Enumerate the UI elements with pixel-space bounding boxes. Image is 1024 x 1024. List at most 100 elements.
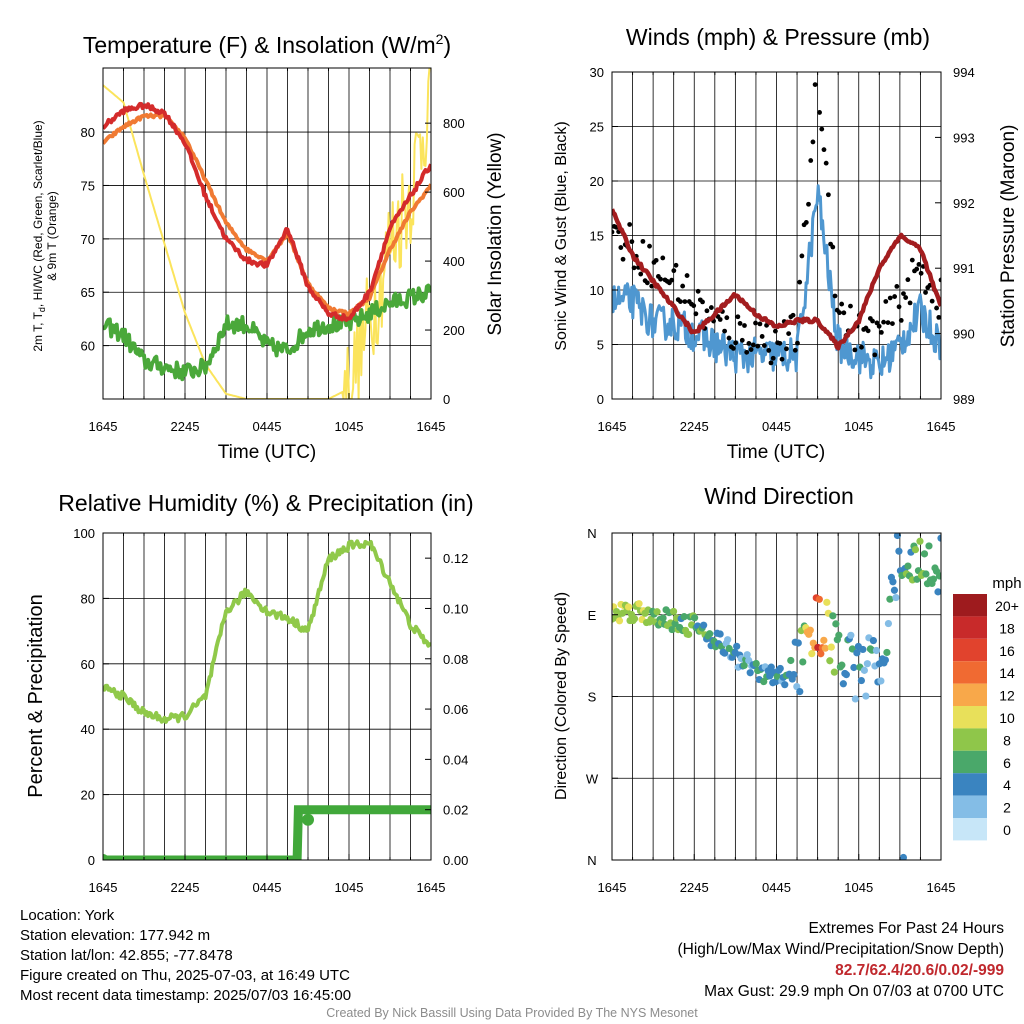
wind-xtick-label: 0445 <box>762 419 791 434</box>
wind-ytick-label: 30 <box>590 65 604 80</box>
direction-grid <box>612 533 941 860</box>
legend-swatch <box>953 750 987 774</box>
gust-point <box>784 346 789 352</box>
gust-point <box>892 294 898 299</box>
rh-ytick-label: 0 <box>88 853 95 868</box>
credit-text: Created By Nick Bassill Using Data Provi… <box>326 1006 698 1020</box>
extremes-title: Extremes For Past 24 Hours <box>808 920 1004 937</box>
gust-point <box>901 291 906 297</box>
gust-point <box>746 341 752 346</box>
direction-point <box>839 680 847 688</box>
gust-point <box>700 299 705 305</box>
gust-point <box>755 343 761 349</box>
direction-point <box>740 661 748 670</box>
legend-label: 0 <box>1003 822 1011 838</box>
direction-point <box>872 646 881 655</box>
direction-point <box>922 570 930 578</box>
legend-swatch <box>953 683 987 706</box>
direction-point <box>790 671 798 679</box>
gust-point <box>647 243 652 249</box>
wind-y2tick-label: 992 <box>953 196 975 211</box>
extremes-values: 82.7/62.4/20.6/0.02/-999 <box>835 962 1004 979</box>
direction-point <box>847 631 855 639</box>
direction-point <box>920 550 929 558</box>
legend-swatch <box>953 773 987 796</box>
direction-point <box>653 608 661 616</box>
direction-point <box>624 603 633 611</box>
winds-ticks: 0 5 10 15 20 25 30 989 990 991 992 993 994 1645 2245 04… <box>590 65 975 434</box>
gust-point <box>823 160 829 166</box>
temperature-ylabel-line1: 2m T, Td, HI/WC (Red, Green, Scarlet/Blu… <box>31 120 47 351</box>
legend-swatch <box>953 638 987 662</box>
gust-point <box>669 277 675 283</box>
direction-point <box>863 660 871 668</box>
gust-point <box>896 304 902 310</box>
wind-ytick-label: 15 <box>590 229 604 244</box>
gust-point <box>768 360 774 366</box>
gust-point <box>777 340 783 346</box>
temp-y2tick-label: 400 <box>443 254 465 269</box>
direction-point <box>630 615 639 623</box>
legend-label: 16 <box>999 643 1015 659</box>
legend-label: 12 <box>999 688 1015 704</box>
gust-point <box>916 262 922 267</box>
direction-point <box>911 546 920 554</box>
gust-point <box>887 295 893 301</box>
direction-point <box>892 593 900 602</box>
gust-point <box>914 266 920 272</box>
temperature-ylabel-line2: & 9m T (Orange) <box>45 191 59 281</box>
gust-point <box>903 295 909 300</box>
direction-point <box>862 692 870 700</box>
gust-point <box>821 147 827 153</box>
gust-point <box>812 82 818 87</box>
series-td <box>103 283 431 382</box>
temperature-title: Temperature (F) & Insolation (W/m2) <box>83 31 451 58</box>
temp-y2tick-label: 200 <box>443 323 465 338</box>
gust-point <box>841 310 847 316</box>
gust-point <box>779 356 785 362</box>
gust-point <box>620 256 626 262</box>
direction-point <box>799 658 807 666</box>
gust-point <box>865 328 871 334</box>
gust-point <box>726 335 732 341</box>
direction-point <box>884 619 893 628</box>
wind-y2tick-label: 993 <box>953 130 975 145</box>
dir-ytick-label: E <box>588 608 597 623</box>
direction-point <box>925 542 933 550</box>
speed-legend-title: mph <box>992 575 1021 592</box>
gust-point <box>876 323 882 329</box>
rh-ytick-label: 80 <box>81 591 95 606</box>
wind-xtick-label: 1045 <box>844 419 873 434</box>
gust-point <box>748 347 754 352</box>
direction-point <box>733 642 741 650</box>
series-relative-humidity <box>103 539 431 724</box>
gust-point <box>815 59 820 64</box>
direction-point <box>746 669 754 677</box>
direction-point <box>794 639 802 647</box>
legend-swatch <box>953 728 987 751</box>
direction-point <box>893 533 902 540</box>
direction-point <box>860 666 868 674</box>
gust-point <box>870 318 875 324</box>
gust-point <box>759 334 765 339</box>
temperature-panel: Temperature (F) & Insolation (W/m2) 60 65… <box>31 31 506 463</box>
gust-point <box>883 299 889 304</box>
temperature-xlabel: Time (UTC) <box>218 442 317 463</box>
gust-point <box>724 315 730 321</box>
gust-point <box>627 222 633 227</box>
wind-ytick-label: 10 <box>590 283 604 298</box>
gust-point <box>695 288 701 294</box>
dir-ytick-label: W <box>586 771 599 786</box>
gust-point <box>808 158 814 163</box>
direction-point <box>669 607 678 616</box>
direction-point <box>724 636 732 644</box>
direction-point <box>668 625 676 634</box>
series-sonic-wind <box>612 184 941 380</box>
direction-point <box>850 663 858 672</box>
winds-y2label: Station Pressure (Maroon) <box>998 125 1019 348</box>
humidity-title: Relative Humidity (%) & Precipitation (i… <box>58 490 473 516</box>
gust-point <box>739 337 745 343</box>
gust-point <box>819 126 825 132</box>
gust-point <box>799 253 805 259</box>
